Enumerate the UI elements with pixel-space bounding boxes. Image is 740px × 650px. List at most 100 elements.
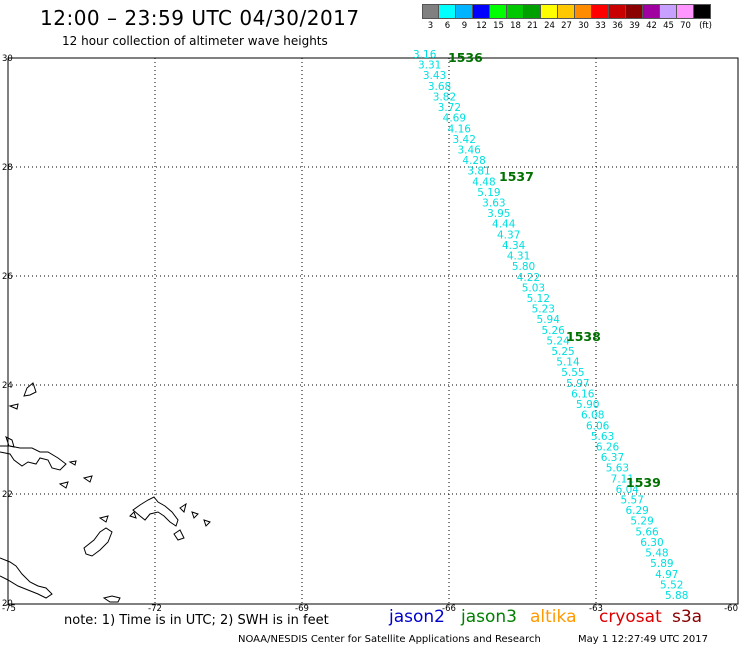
lon-label: -60 [724, 604, 738, 614]
lat-lon-grid [7, 57, 739, 605]
legend-label: 6 [444, 21, 451, 31]
legend-swatch [558, 4, 575, 19]
lon-label: -75 [2, 604, 16, 614]
pass-time-label: 1538 [566, 329, 601, 344]
wave-height-value: 5.52 [660, 579, 683, 591]
lat-label: 26 [2, 272, 13, 282]
coastline-islet-d [98, 515, 109, 523]
coastline-bahamas-d [203, 519, 211, 527]
wave-height-value: 5.29 [630, 516, 653, 528]
wave-height-value: 3.72 [438, 102, 461, 114]
mission-cryosat: cryosat [599, 607, 662, 627]
legend-label: 9 [461, 21, 468, 31]
lon-label: -69 [295, 604, 309, 614]
legend-label: 18 [510, 21, 521, 31]
coastline-florida [0, 557, 53, 599]
wave-height-value: 4.69 [443, 113, 466, 125]
lon-label: -63 [589, 604, 603, 614]
lat-label: 30 [2, 54, 13, 64]
wave-height-value: 6.06 [586, 420, 610, 432]
wave-height-value: 7.11 [611, 473, 634, 485]
wave-height-value: 5.55 [561, 367, 584, 379]
axis-labels: 30 28 26 24 22 20-75 -72 -69 -66 -63 -60 [2, 54, 738, 614]
legend-label: 42 [646, 21, 657, 31]
mission-jason2: jason2 [389, 607, 445, 627]
legend-swatch [643, 4, 660, 19]
wave-height-value: 3.63 [482, 198, 505, 210]
coastline-bahamas-b [179, 502, 187, 513]
legend-label: 70 [680, 21, 691, 31]
wave-height-value: 3.31 [418, 60, 441, 72]
wave-height-track: 3.163.313.433.683.823.724.694.163.423.46… [413, 49, 688, 602]
legend-swatch [609, 4, 626, 19]
legend-swatch [439, 4, 456, 19]
lon-label: -66 [442, 604, 456, 614]
wave-height-value: 5.97 [566, 378, 589, 390]
wave-height-value: 4.22 [517, 272, 540, 284]
pass-time-label: 1539 [626, 475, 661, 490]
legend-label: 15 [493, 21, 504, 31]
mission-altika: altika [530, 607, 577, 627]
wave-height-value: 3.16 [413, 49, 437, 61]
wave-height-value: 5.48 [645, 548, 668, 560]
legend-label: 33 [595, 21, 606, 31]
wave-height-value: 4.34 [502, 240, 526, 252]
wave-height-value: 5.14 [556, 357, 580, 369]
legend-label: (ft) [699, 21, 712, 31]
legend-label: 21 [527, 21, 538, 31]
legend-label: 30 [578, 21, 589, 31]
legend-swatch [473, 4, 490, 19]
wave-height-value: 4.97 [655, 569, 678, 581]
wave-height-value: 6.08 [581, 410, 604, 422]
wave-height-value: 5.63 [606, 463, 629, 475]
wave-height-value: 5.90 [576, 399, 599, 411]
wave-height-value: 6.16 [571, 388, 595, 400]
wave-height-value: 5.23 [532, 304, 555, 316]
lat-label: 20 [2, 599, 13, 609]
wave-height-value: 5.94 [537, 314, 561, 326]
wave-height-value: 6.29 [625, 505, 648, 517]
wave-height-value: 5.80 [512, 261, 535, 273]
wave-height-value: 4.31 [507, 251, 530, 263]
wave-height-value: 5.66 [635, 526, 659, 538]
wave-height-value: 4.48 [472, 176, 495, 188]
legend-swatch [456, 4, 473, 19]
wave-height-value: 4.28 [462, 155, 485, 167]
wave-height-value: 5.26 [541, 325, 565, 337]
wave-height-value: 3.81 [467, 166, 490, 178]
wave-height-value: 5.19 [477, 187, 500, 199]
wave-height-value: 3.68 [428, 81, 451, 93]
coastline-greater-antilles [0, 445, 67, 471]
wave-height-value: 6.37 [601, 452, 624, 464]
coastline-lesser-antilles-b [8, 403, 19, 410]
coastline [0, 382, 211, 603]
wave-height-value: 5.89 [650, 558, 673, 570]
wave-height-legend: 3 6 9 12 15 18 21 24 27 30 33 36 39 42 45 70 (ft) [422, 4, 712, 31]
coastline-cuba [83, 527, 113, 557]
legend-swatches [422, 4, 711, 19]
legend-swatch [524, 4, 541, 19]
coastline-islet-c [58, 481, 69, 489]
wave-height-value: 4.37 [497, 229, 520, 241]
legend-swatch [677, 4, 694, 19]
chart-subtitle: 12 hour collection of altimeter wave hei… [62, 34, 328, 48]
coastline-bahamas [132, 496, 179, 527]
coastline-islet-e [129, 511, 137, 519]
lat-label: 24 [2, 381, 13, 391]
wave-height-value: 3.42 [453, 134, 476, 146]
wave-height-value: 5.25 [551, 346, 574, 358]
lon-label: -72 [148, 604, 162, 614]
wave-height-value: 5.24 [546, 335, 570, 347]
lat-label: 28 [2, 163, 13, 173]
legend-swatch [541, 4, 558, 19]
coastline-islet-b [82, 475, 93, 483]
wave-height-value: 5.63 [591, 431, 614, 443]
legend-swatch [490, 4, 507, 19]
footer-timestamp: May 1 12:27:49 UTC 2017 [578, 634, 708, 645]
legend-label: 45 [663, 21, 674, 31]
wave-height-value: 4.16 [448, 123, 472, 135]
wave-height-value: 6.30 [640, 537, 663, 549]
legend-swatch [694, 4, 711, 19]
coastline-lesser-antilles-a [23, 382, 37, 397]
